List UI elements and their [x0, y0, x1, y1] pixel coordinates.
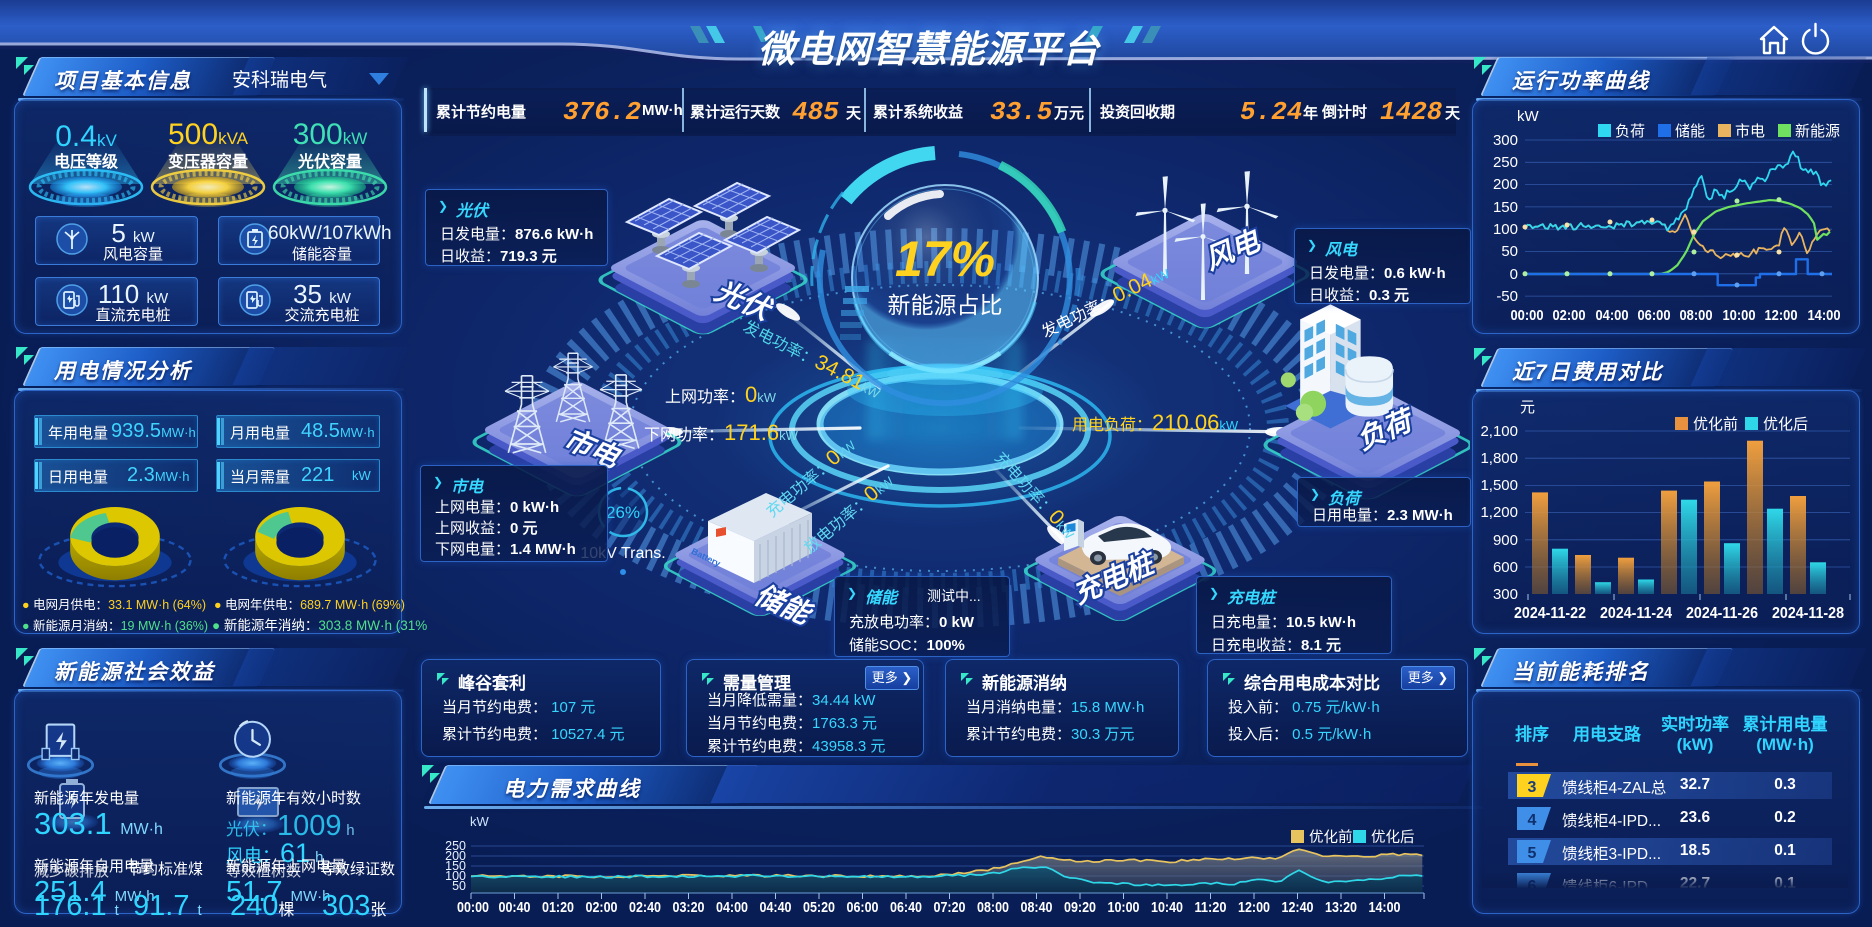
svg-text:12:00: 12:00 [1238, 899, 1270, 916]
svg-text:2,100: 2,100 [1480, 423, 1518, 440]
svg-text:150: 150 [445, 859, 466, 873]
svg-text:11:20: 11:20 [1195, 899, 1227, 916]
svg-text:优化前: 优化前 [1693, 416, 1738, 433]
svg-text:kW: kW [1517, 108, 1540, 125]
svg-text:300: 300 [1493, 586, 1518, 603]
svg-text:17%: 17% [895, 231, 995, 287]
svg-text:02:00: 02:00 [586, 899, 618, 916]
svg-text:12:40: 12:40 [1282, 899, 1314, 916]
svg-text:100: 100 [445, 869, 466, 883]
svg-text:2024-11-22: 2024-11-22 [1514, 605, 1586, 622]
svg-text:用电负荷：210.06kW: 用电负荷：210.06kW [1072, 410, 1239, 435]
svg-text:01:20: 01:20 [542, 899, 574, 916]
svg-text:13:20: 13:20 [1325, 899, 1357, 916]
svg-text:10:40: 10:40 [1151, 899, 1183, 916]
svg-text:3: 3 [1528, 779, 1537, 796]
svg-text:09:20: 09:20 [1064, 899, 1096, 916]
svg-text:300: 300 [1493, 132, 1518, 149]
svg-text:08:00: 08:00 [977, 899, 1009, 916]
svg-text:26%: 26% [606, 503, 640, 522]
svg-text:08:00: 08:00 [1680, 307, 1713, 324]
svg-text:07:20: 07:20 [934, 899, 966, 916]
svg-text:新能源占比: 新能源占比 [888, 292, 1003, 318]
svg-text:负荷: 负荷 [1615, 123, 1645, 140]
svg-text:200: 200 [1493, 176, 1518, 193]
svg-text:150: 150 [1493, 199, 1518, 216]
svg-text:02:40: 02:40 [629, 899, 661, 916]
svg-text:储能: 储能 [1675, 123, 1705, 140]
svg-text:kW: kW [470, 814, 490, 829]
svg-text:50: 50 [452, 879, 466, 893]
svg-text:0: 0 [1510, 266, 1518, 283]
svg-text:新能源: 新能源 [1795, 123, 1840, 140]
svg-text:14:00: 14:00 [1369, 899, 1401, 916]
svg-text:4: 4 [1528, 812, 1537, 829]
svg-text:00:00: 00:00 [457, 899, 489, 916]
svg-text:14:00: 14:00 [1808, 307, 1841, 324]
svg-text:06:00: 06:00 [1638, 307, 1671, 324]
svg-text:04:00: 04:00 [1596, 307, 1629, 324]
svg-text:2024-11-26: 2024-11-26 [1686, 605, 1758, 622]
svg-text:元: 元 [1520, 399, 1535, 416]
svg-text:04:00: 04:00 [716, 899, 748, 916]
svg-text:50: 50 [1501, 243, 1518, 260]
svg-text:900: 900 [1493, 532, 1518, 549]
svg-text:100: 100 [1493, 221, 1518, 238]
svg-text:00:40: 00:40 [499, 899, 531, 916]
svg-text:05:20: 05:20 [803, 899, 835, 916]
svg-text:2024-11-24: 2024-11-24 [1600, 605, 1672, 622]
svg-text:250: 250 [445, 839, 466, 853]
svg-text:06:40: 06:40 [890, 899, 922, 916]
svg-text:04:40: 04:40 [760, 899, 792, 916]
svg-text:02:00: 02:00 [1553, 307, 1586, 324]
svg-text:200: 200 [445, 849, 466, 863]
svg-text:优化后: 优化后 [1371, 829, 1415, 846]
svg-text:08:40: 08:40 [1021, 899, 1053, 916]
svg-text:250: 250 [1493, 154, 1518, 171]
svg-text:5: 5 [1528, 845, 1537, 862]
svg-text:00:00: 00:00 [1511, 307, 1544, 324]
svg-text:-50: -50 [1496, 288, 1518, 305]
svg-text:10:00: 10:00 [1723, 307, 1756, 324]
svg-text:10:00: 10:00 [1108, 899, 1140, 916]
svg-text:1,800: 1,800 [1480, 450, 1518, 467]
svg-text:优化后: 优化后 [1763, 416, 1808, 433]
svg-text:06:00: 06:00 [847, 899, 879, 916]
svg-text:市电: 市电 [1735, 123, 1765, 140]
svg-text:12:00: 12:00 [1765, 307, 1798, 324]
svg-text:1,200: 1,200 [1480, 504, 1518, 521]
svg-text:1,500: 1,500 [1480, 477, 1518, 494]
svg-text:2024-11-28: 2024-11-28 [1772, 605, 1844, 622]
svg-text:600: 600 [1493, 559, 1518, 576]
svg-text:优化前: 优化前 [1309, 829, 1353, 846]
svg-text:03:20: 03:20 [673, 899, 705, 916]
